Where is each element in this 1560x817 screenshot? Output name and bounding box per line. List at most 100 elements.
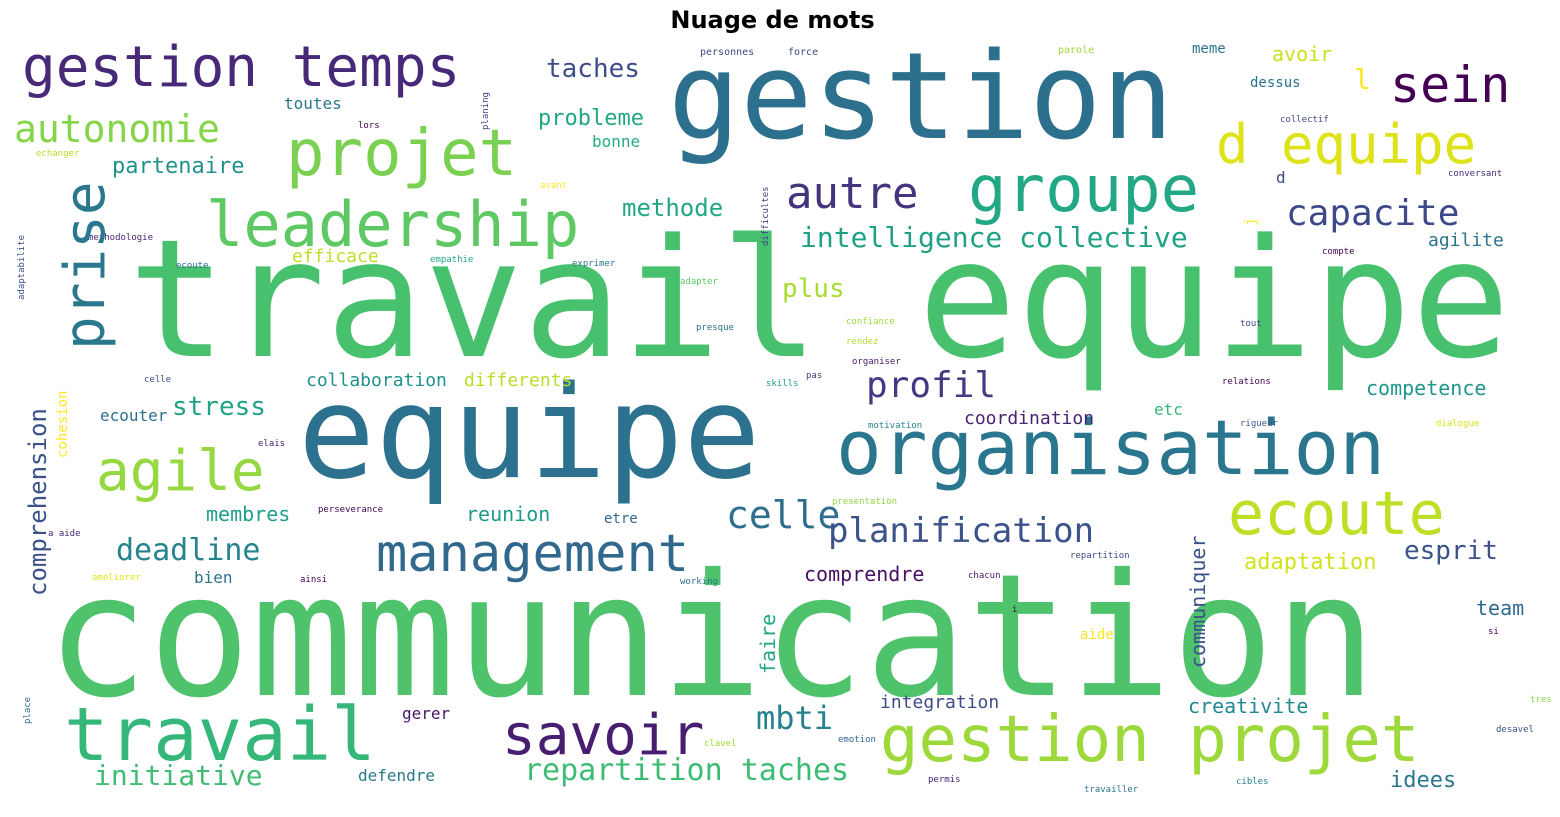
cloud-word: tres (1530, 695, 1552, 705)
cloud-word: comprendre (804, 562, 925, 586)
cloud-word: confiance (846, 317, 895, 327)
cloud-word: rigueur (1240, 419, 1278, 429)
cloud-word: desavel (1496, 725, 1534, 735)
cloud-word: planing (481, 92, 491, 130)
cloud-word: adapter (680, 277, 718, 287)
cloud-word: methodologie (88, 233, 154, 243)
cloud-word: organiser (852, 357, 901, 367)
cloud-word: etc (1154, 400, 1183, 419)
cloud-word: deadline (116, 533, 261, 568)
cloud-word: bonne (592, 132, 641, 151)
cloud-word: collectif (1280, 115, 1329, 125)
cloud-word: defendre (358, 766, 436, 785)
page-title: Nuage de mots (670, 6, 875, 34)
cloud-word: dessus (1250, 75, 1301, 91)
cloud-word: relations (1222, 377, 1271, 387)
cloud-word: toutes (284, 94, 342, 113)
cloud-word: competence (1366, 376, 1487, 400)
cloud-word: repartition taches (524, 753, 850, 788)
cloud-word: perseverance (318, 505, 384, 515)
cloud-word: presentation (832, 497, 898, 507)
cloud-word: avoir (1272, 42, 1333, 66)
cloud-word: ameliorer (92, 573, 141, 583)
cloud-word: probleme (538, 106, 644, 131)
cloud-word: travail equipe (128, 204, 1511, 395)
cloud-word: working (680, 577, 718, 587)
cloud-word: comprehension (24, 408, 52, 596)
cloud-word: plus (782, 274, 845, 304)
cloud-word: gestion projet (880, 703, 1420, 777)
cloud-word: communiquer (1186, 535, 1210, 668)
cloud-word: mbti (756, 699, 834, 737)
cloud-word: autonomie (14, 107, 220, 151)
cloud-word: leadership (206, 188, 580, 261)
cloud-word: permis (928, 775, 961, 785)
cloud-word: avant (540, 181, 568, 191)
cloud-word: savoir (502, 703, 705, 768)
cloud-word: adaptation (1244, 550, 1377, 575)
cloud-word: d (1276, 168, 1286, 187)
cloud-word: methode (622, 194, 724, 222)
cloud-word: esprit (1404, 536, 1498, 566)
cloud-word: tout (1240, 319, 1262, 329)
cloud-word: idees (1390, 768, 1457, 793)
cloud-word: capacite (1286, 193, 1460, 234)
cloud-word: communication (46, 538, 1377, 736)
cloud-word: conversant (1448, 169, 1503, 179)
cloud-word: chacun (968, 571, 1001, 581)
cloud-word: differents (464, 370, 573, 391)
cloud-word: planification (828, 511, 1095, 551)
cloud-word: lors (358, 121, 380, 131)
cloud-word: management (376, 524, 690, 584)
cloud-word: equipe (298, 359, 761, 508)
cloud-word: intelligence collective (800, 221, 1188, 254)
cloud-word: parole (1058, 45, 1095, 56)
cloud-word: gestion (668, 28, 1174, 167)
cloud-word: j (1243, 217, 1259, 226)
cloud-word: echanger (36, 149, 80, 159)
cloud-word: team (1476, 596, 1525, 620)
cloud-word: meme (1192, 41, 1226, 57)
cloud-word: si (1488, 627, 1499, 637)
cloud-word: gerer (402, 704, 451, 723)
cloud-word: difficultes (761, 186, 771, 246)
cloud-word: creativite (1188, 694, 1309, 718)
cloud-word: efficace (292, 246, 379, 267)
cloud-word: force (788, 47, 819, 58)
cloud-word: celle (726, 493, 841, 537)
cloud-word: agilite (1428, 230, 1504, 251)
cloud-word: personnes (700, 47, 755, 58)
cloud-word: celle (144, 375, 172, 385)
cloud-word: integration (880, 692, 1000, 713)
cloud-word: travail (64, 692, 376, 778)
cloud-word: prise (53, 181, 118, 350)
cloud-word: autre (786, 168, 919, 219)
cloud-word: aide (1080, 627, 1114, 643)
cloud-word: bien (194, 568, 233, 587)
cloud-word: place (23, 696, 33, 724)
cloud-word: organisation (836, 403, 1386, 492)
cloud-word: rendez (846, 337, 879, 347)
cloud-word: profil (866, 365, 997, 406)
cloud-word: dialogue (1436, 419, 1480, 429)
cloud-word: compte (1322, 247, 1355, 257)
cloud-word: stress (172, 392, 266, 422)
cloud-word: ecoute (1228, 479, 1445, 549)
cloud-word: d equipe (1216, 113, 1477, 176)
cloud-word: l (1354, 63, 1371, 96)
cloud-word: emotion (838, 735, 876, 745)
cloud-word: projet (286, 117, 518, 191)
cloud-word: ecouter (100, 406, 168, 425)
cloud-word: i (1012, 605, 1018, 615)
cloud-word: empathie (430, 255, 474, 265)
cloud-word: initiative (94, 759, 263, 792)
cloud-word: presque (696, 323, 734, 333)
cloud-word: a aide (48, 529, 81, 539)
cloud-word: faire (756, 613, 780, 674)
cloud-word: collaboration (306, 370, 447, 391)
cloud-word: gestion temps (22, 35, 461, 100)
cloud-word: etre (604, 511, 638, 527)
cloud-word: ainsi (300, 575, 328, 585)
cloud-word: groupe (968, 153, 1200, 227)
